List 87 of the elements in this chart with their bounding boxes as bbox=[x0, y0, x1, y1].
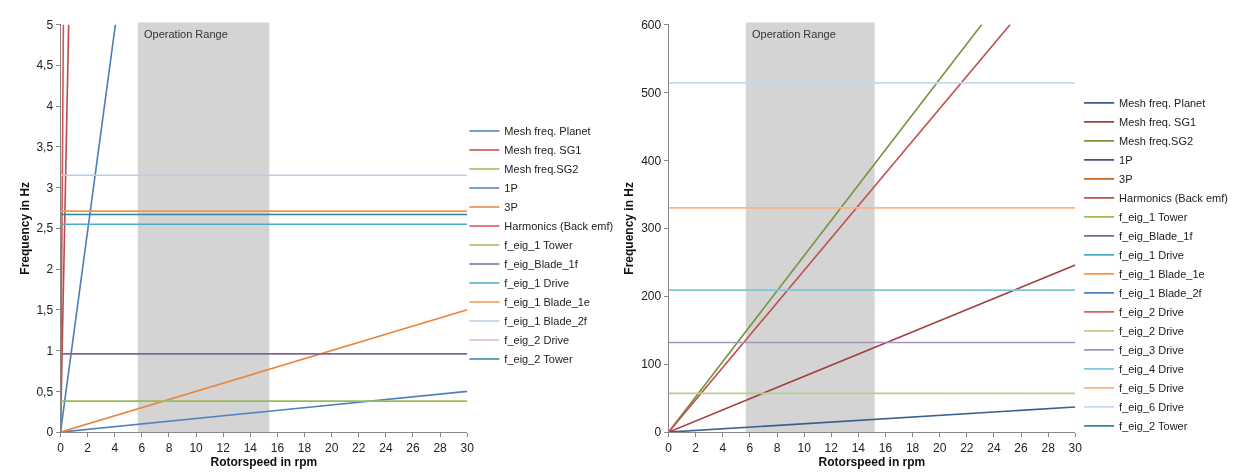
legend-label: f_eig_3 Drive bbox=[1119, 344, 1184, 357]
x-tick-label: 24 bbox=[987, 440, 1001, 455]
band-label: Operation Range bbox=[144, 28, 228, 40]
legend-label: f_eig_Blade_1f bbox=[504, 258, 579, 271]
legend-label: Mesh freq. Planet bbox=[1119, 97, 1206, 110]
legend-label: 3P bbox=[1119, 173, 1133, 186]
y-tick-label: 3,5 bbox=[36, 139, 54, 154]
y-tick-label: 2 bbox=[46, 262, 54, 277]
x-tick-label: 18 bbox=[297, 440, 312, 455]
legend-label: f_eig_1 Blade_2f bbox=[504, 315, 588, 328]
legend-label: 1P bbox=[1119, 154, 1133, 167]
legend-label: f_eig_5 Drive bbox=[1119, 382, 1184, 395]
legend-label: Mesh freq. Planet bbox=[504, 125, 591, 138]
x-tick-label: 30 bbox=[460, 440, 475, 455]
x-tick-label: 2 bbox=[84, 440, 92, 455]
legend-label: f_eig_Blade_1f bbox=[1119, 230, 1194, 243]
y-tick-label: 5 bbox=[46, 17, 54, 32]
legend-label: f_eig_2 Tower bbox=[504, 353, 573, 366]
legend-label: Harmonics (Back emf) bbox=[504, 220, 614, 233]
x-tick-label: 16 bbox=[878, 440, 893, 455]
x-tick-label: 14 bbox=[851, 440, 866, 455]
y-tick-label: 100 bbox=[641, 357, 662, 372]
legend-label: f_eig_1 Blade_1e bbox=[1119, 268, 1205, 281]
y-tick-label: 1,5 bbox=[36, 303, 54, 318]
x-tick-label: 8 bbox=[773, 440, 781, 455]
x-tick-label: 30 bbox=[1068, 440, 1083, 455]
y-tick-label: 0 bbox=[654, 425, 662, 440]
x-tick-label: 8 bbox=[165, 440, 173, 455]
legend-label: Mesh freq. SG1 bbox=[504, 144, 582, 157]
legend-label: Mesh freq. SG1 bbox=[1119, 116, 1197, 129]
y-axis-title: Frequency in Hz bbox=[17, 181, 32, 275]
y-tick-label: 4,5 bbox=[36, 58, 54, 73]
x-tick-label: 28 bbox=[433, 440, 448, 455]
x-tick-label: 10 bbox=[189, 440, 204, 455]
y-tick-label: 0,5 bbox=[36, 384, 54, 399]
y-tick-label: 200 bbox=[641, 289, 662, 304]
y-tick-label: 600 bbox=[641, 17, 662, 32]
x-tick-label: 6 bbox=[138, 440, 146, 455]
x-tick-label: 4 bbox=[111, 440, 119, 455]
legend-label: f_eig_6 Drive bbox=[1119, 401, 1184, 414]
x-axis-title: Rotorspeed in rpm bbox=[210, 454, 318, 469]
x-tick-label: 22 bbox=[352, 440, 366, 455]
x-tick-label: 24 bbox=[379, 440, 393, 455]
y-axis-title: Frequency in Hz bbox=[622, 181, 637, 275]
x-tick-label: 28 bbox=[1041, 440, 1056, 455]
x-tick-label: 4 bbox=[719, 440, 727, 455]
x-tick-label: 26 bbox=[406, 440, 420, 455]
band-label: Operation Range bbox=[752, 28, 836, 40]
x-tick-label: 14 bbox=[243, 440, 258, 455]
x-tick-label: 2 bbox=[692, 440, 700, 455]
legend-label: f_eig_2 Tower bbox=[1119, 420, 1188, 433]
legend-label: f_eig_1 Tower bbox=[504, 239, 573, 252]
legend-label: f_eig_2 Drive bbox=[504, 334, 570, 347]
x-tick-label: 20 bbox=[324, 440, 339, 455]
x-tick-label: 22 bbox=[960, 440, 974, 455]
legend-label: f_eig_1 Blade_2f bbox=[1119, 287, 1203, 300]
x-tick-label: 18 bbox=[905, 440, 920, 455]
x-axis-title: Rotorspeed in rpm bbox=[818, 454, 926, 469]
y-tick-label: 300 bbox=[641, 221, 662, 236]
y-tick-label: 1 bbox=[46, 343, 54, 358]
legend-label: f_eig_2 Drive bbox=[1119, 306, 1184, 319]
y-tick-label: 0 bbox=[46, 425, 54, 440]
legend-label: Harmonics (Back emf) bbox=[1119, 192, 1228, 205]
x-tick-label: 0 bbox=[665, 440, 673, 455]
legend-label: 1P bbox=[504, 182, 518, 195]
x-tick-label: 12 bbox=[824, 440, 839, 455]
y-tick-label: 3 bbox=[46, 180, 54, 195]
legend-label: f_eig_4 Drive bbox=[1119, 363, 1184, 376]
legend-label: Mesh freq.SG2 bbox=[1119, 135, 1194, 148]
legend-label: f_eig_1 Drive bbox=[1119, 249, 1184, 262]
y-tick-label: 4 bbox=[46, 99, 54, 114]
x-tick-label: 16 bbox=[270, 440, 285, 455]
legend-label: f_eig_1 Blade_1e bbox=[504, 296, 590, 309]
x-tick-label: 0 bbox=[57, 440, 65, 455]
x-tick-label: 10 bbox=[797, 440, 812, 455]
legend-label: f_eig_1 Tower bbox=[1119, 211, 1188, 224]
y-tick-label: 2,5 bbox=[36, 221, 54, 236]
legend-label: f_eig_1 Drive bbox=[504, 277, 570, 290]
legend-label: 3P bbox=[504, 201, 518, 214]
x-tick-label: 26 bbox=[1014, 440, 1029, 455]
legend-label: Mesh freq.SG2 bbox=[504, 163, 579, 176]
legend-label: f_eig_2 Drive bbox=[1119, 325, 1184, 338]
x-tick-label: 12 bbox=[216, 440, 231, 455]
y-tick-label: 500 bbox=[641, 85, 662, 100]
y-tick-label: 400 bbox=[641, 153, 662, 168]
x-tick-label: 6 bbox=[746, 440, 754, 455]
x-tick-label: 20 bbox=[933, 440, 947, 455]
